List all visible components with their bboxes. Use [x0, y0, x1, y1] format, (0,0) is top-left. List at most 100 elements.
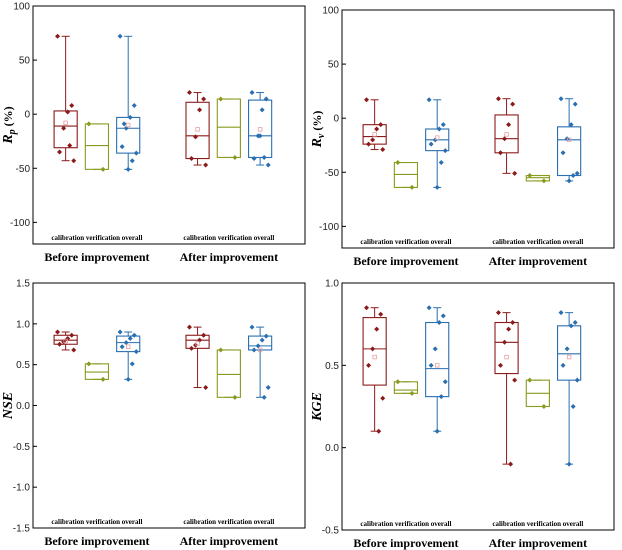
data-point — [508, 461, 514, 467]
box-rect — [557, 325, 582, 381]
data-point — [574, 170, 580, 176]
data-point — [495, 310, 501, 316]
mean-marker — [257, 347, 263, 353]
x-category-label: After improvement — [489, 536, 588, 550]
data-point — [440, 122, 446, 128]
y-axis-label-main: KGE — [310, 392, 325, 422]
data-point — [201, 332, 207, 338]
data-point — [527, 377, 533, 383]
y-tick-label: 0.0 — [16, 401, 30, 412]
y-tick-label: -1.0 — [13, 483, 31, 494]
data-point — [506, 326, 512, 332]
box-after-improvement-calibration — [185, 90, 210, 168]
data-point — [380, 395, 386, 401]
data-point — [560, 362, 566, 368]
data-point — [409, 390, 415, 396]
box-after-improvement-calibration — [494, 310, 519, 467]
y-tick-label: -50 — [16, 164, 31, 175]
data-point — [232, 394, 238, 400]
y-axis-label-main: R — [310, 138, 325, 148]
plot-frame — [341, 282, 615, 531]
data-point — [133, 349, 139, 355]
mean-marker — [504, 354, 509, 360]
data-point — [380, 147, 386, 153]
data-point — [265, 162, 271, 168]
data-point — [510, 320, 516, 326]
data-point — [232, 154, 238, 160]
mean-marker — [126, 344, 131, 349]
plot-frame — [341, 9, 615, 249]
data-point — [570, 173, 576, 179]
chart-panel-1: 100 50 0 -50 -100 Rp (%) calibration verificat… — [1, 2, 306, 264]
data-point — [65, 336, 71, 342]
data-point — [558, 310, 564, 316]
data-point — [506, 122, 512, 128]
mean-marker — [504, 132, 509, 137]
data-point — [257, 133, 263, 139]
data-point — [218, 347, 224, 353]
data-point — [125, 166, 131, 172]
box-before-improvement-verification — [84, 121, 110, 172]
data-point — [572, 320, 578, 326]
data-point — [201, 96, 207, 102]
box-rect — [53, 110, 78, 149]
data-point — [123, 340, 129, 346]
data-point — [541, 178, 547, 184]
data-point — [129, 361, 135, 367]
data-point — [57, 341, 63, 347]
data-point — [131, 103, 137, 109]
box-after-improvement-overall — [557, 96, 582, 184]
box-rect — [362, 124, 387, 145]
data-point — [193, 134, 199, 140]
mean-marker — [63, 120, 68, 126]
data-point — [568, 323, 574, 329]
group-series-labels: calibration verification overall — [51, 518, 142, 526]
data-point — [428, 141, 434, 147]
y-axis-label: Rp (%) — [1, 106, 18, 144]
x-category-label: Before improvement — [353, 254, 458, 268]
box-before-improvement-verification — [393, 379, 419, 396]
data-point — [374, 126, 380, 132]
y-tick-label: 0 — [333, 114, 339, 125]
data-point — [570, 404, 576, 409]
box-rect — [362, 317, 387, 386]
y-axis-label-unit: (%) — [310, 111, 324, 134]
y-axis-label: KGE — [310, 392, 325, 422]
data-point — [364, 97, 370, 103]
data-point — [560, 150, 566, 156]
y-tick-label: 0.5 — [16, 360, 30, 371]
data-point — [502, 339, 508, 345]
data-point — [438, 160, 444, 166]
y-tick-label: 1.0 — [325, 279, 339, 290]
data-point — [100, 376, 106, 382]
data-point — [129, 158, 135, 164]
mean-marker — [372, 132, 377, 137]
box-rect — [557, 126, 582, 177]
data-point — [497, 362, 503, 368]
box-after-improvement-overall — [248, 324, 273, 400]
mean-marker — [195, 341, 200, 346]
data-point — [378, 122, 384, 128]
data-point — [263, 96, 269, 102]
y-tick-label: -1.5 — [13, 524, 31, 535]
data-point — [197, 107, 203, 113]
box-after-improvement-verification — [525, 377, 550, 409]
data-point — [117, 329, 123, 335]
box-before-improvement-overall — [425, 305, 450, 434]
box-after-improvement-calibration — [185, 324, 210, 391]
data-point — [71, 347, 77, 353]
data-point — [117, 33, 123, 39]
y-tick-label: 100 — [322, 6, 339, 17]
box-before-improvement-calibration — [362, 305, 387, 434]
box-after-improvement-verification — [525, 173, 550, 184]
box-after-improvement-overall — [248, 90, 273, 168]
box-before-improvement-overall — [116, 329, 141, 382]
data-point — [558, 96, 564, 102]
data-point — [119, 344, 125, 350]
data-point — [442, 148, 448, 154]
box-rect — [216, 349, 241, 398]
mean-marker — [63, 338, 68, 344]
box-rect — [494, 321, 519, 375]
plot-frame — [32, 282, 306, 529]
